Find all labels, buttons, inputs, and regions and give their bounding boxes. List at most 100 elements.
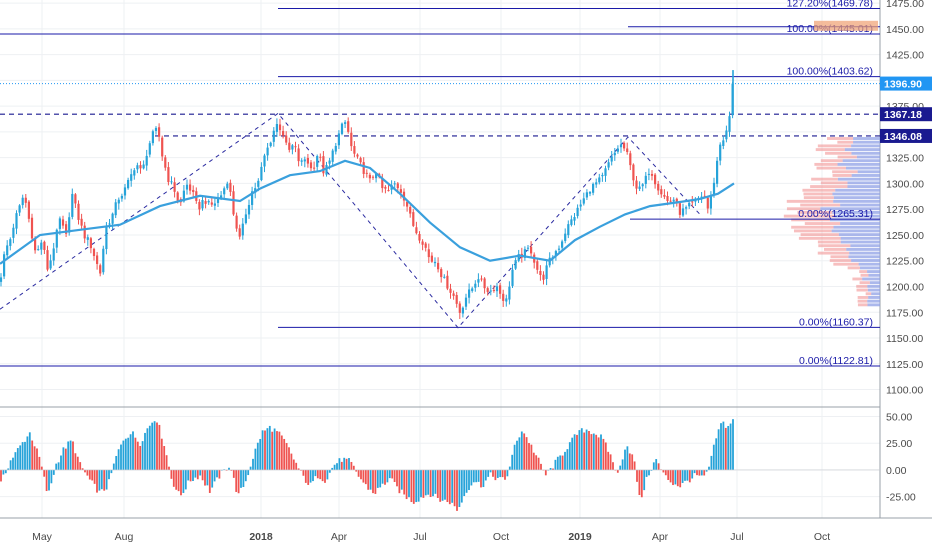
candle-down	[288, 142, 291, 150]
candle-down	[483, 278, 486, 289]
oscillator-bar	[105, 469, 108, 490]
oscillator-bar	[16, 448, 19, 470]
oscillator-bar	[156, 422, 158, 470]
candle-down	[139, 165, 142, 169]
candle-up	[133, 170, 136, 176]
oscillator-bar	[331, 467, 334, 470]
osc-tick-label: 0.00	[886, 465, 907, 477]
oscillator-bar	[292, 459, 295, 470]
price-tick-label: 1475.00	[886, 0, 924, 10]
oscillator-bar	[537, 457, 540, 470]
candle-up	[130, 174, 133, 181]
oscillator-bar	[12, 457, 14, 470]
oscillator-bar	[84, 469, 86, 473]
oscillator-bar	[177, 469, 180, 492]
oscillator-bar	[650, 469, 653, 471]
oscillator-bar	[561, 455, 564, 470]
oscillator-bar	[422, 469, 425, 498]
candle-up	[148, 143, 151, 155]
candle-up	[647, 173, 650, 175]
candle-up	[638, 186, 641, 189]
oscillator-bar	[309, 469, 312, 483]
oscillator-bar	[374, 469, 377, 494]
time-tick-label: Jul	[730, 531, 743, 543]
candle-up	[123, 187, 127, 196]
candle-up	[554, 251, 557, 257]
candle-up	[151, 131, 154, 144]
price-tick-label: 1300.00	[886, 178, 924, 190]
oscillator-bar	[168, 466, 170, 470]
candle-down	[30, 217, 34, 239]
oscillator-bar	[513, 444, 516, 470]
volume-profile-up-bar	[867, 270, 880, 274]
volume-profile-up-bar	[829, 218, 880, 222]
price-tag-label: 1396.90	[884, 79, 922, 91]
candle-down	[650, 173, 654, 176]
price-tick-label: 1200.00	[886, 281, 924, 293]
candle-up	[201, 200, 204, 209]
candle-down	[158, 127, 161, 137]
oscillator-bar	[523, 433, 526, 470]
volume-profile-down-bar	[837, 155, 857, 159]
candle-down	[294, 146, 297, 148]
candle-down	[161, 137, 164, 157]
oscillator-bar	[148, 425, 151, 470]
oscillator-bar	[48, 469, 50, 491]
candle-down	[99, 265, 102, 274]
oscillator-bar	[655, 459, 658, 470]
oscillator-bar	[300, 469, 302, 471]
oscillator-bar	[499, 469, 502, 478]
oscillator-bar	[76, 456, 79, 470]
candle-down	[89, 238, 92, 249]
oscillator-bar	[98, 469, 101, 491]
oscillator-bar	[381, 469, 384, 484]
oscillator-bar	[280, 435, 283, 470]
oscillator-bar	[364, 469, 367, 485]
volume-profile-up-bar	[837, 177, 880, 181]
volume-profile-down-bar	[859, 281, 870, 285]
oscillator-bar	[163, 445, 166, 470]
oscillator-bar	[441, 469, 444, 501]
candle-up	[86, 237, 89, 240]
candle-up	[102, 248, 105, 273]
volume-profile-up-bar	[845, 166, 880, 170]
oscillator-bar	[295, 462, 298, 470]
candle-down	[43, 241, 46, 250]
oscillator-bar	[141, 441, 144, 470]
oscillator-bar	[28, 432, 31, 470]
candle-down	[427, 249, 430, 258]
candle-down	[539, 270, 542, 276]
volume-profile-down-bar	[810, 185, 848, 189]
candle-down	[362, 162, 365, 174]
oscillator-bar	[511, 454, 514, 470]
oscillator-bar	[602, 438, 605, 470]
volume-profile-up-bar	[868, 273, 880, 277]
candle-down	[418, 234, 421, 241]
oscillator-bar	[9, 460, 12, 470]
oscillator-bar	[458, 469, 461, 508]
oscillator-bar	[578, 430, 581, 470]
oscillator-bar	[585, 429, 588, 470]
candle-up	[6, 245, 9, 256]
oscillator-bar	[33, 446, 36, 470]
candle-up	[182, 190, 185, 202]
oscillator-bar	[355, 469, 358, 472]
candle-up	[592, 183, 595, 193]
oscillator-bar	[232, 469, 235, 478]
oscillator-bar	[667, 469, 670, 480]
candle-up	[610, 156, 613, 162]
candle-up	[241, 223, 244, 236]
oscillator-bar	[261, 430, 264, 470]
oscillator-bar	[360, 469, 362, 480]
candle-up	[40, 242, 43, 250]
oscillator-bar	[412, 469, 415, 504]
oscillator-bar	[74, 453, 77, 470]
time-tick-label: 2018	[249, 531, 273, 543]
candle-down	[669, 200, 672, 202]
candle-up	[616, 148, 619, 152]
candle-up	[681, 208, 685, 216]
candle-down	[663, 194, 666, 197]
volume-profile-down-bar	[856, 288, 868, 292]
candle-up	[114, 202, 117, 216]
candle-up	[719, 144, 722, 161]
